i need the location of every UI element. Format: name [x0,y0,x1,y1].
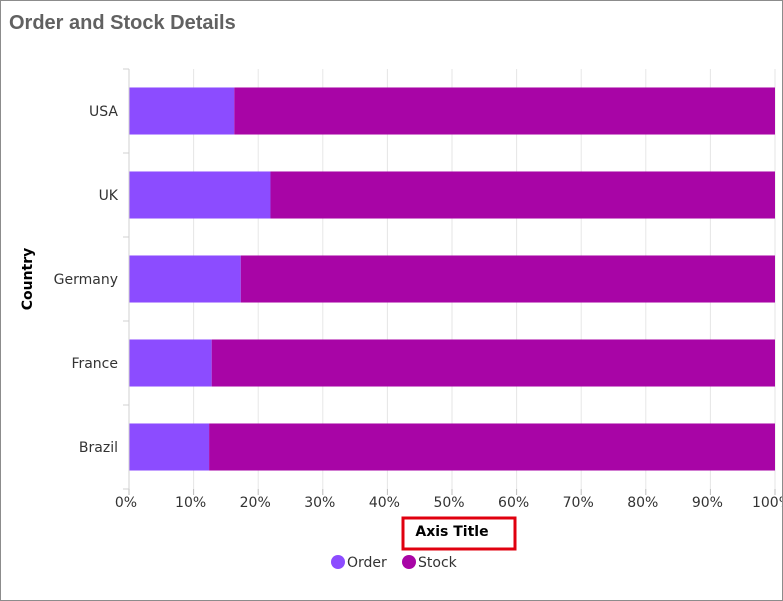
legend-marker-stock[interactable] [402,555,416,569]
bar-stock-germany[interactable] [240,255,775,303]
y-tick-label: France [71,356,118,372]
axes: 0% 10% 20% 30% 40% 50% 60% 70% 80% 90% 100% Brazil F… [54,68,782,511]
legend-label-stock[interactable]: Stock [418,555,458,571]
y-tick-label: Germany [54,272,118,288]
bar-stock-france[interactable] [211,339,776,387]
legend-label-order[interactable]: Order [347,555,387,571]
bar-order-germany[interactable] [129,255,241,303]
bar-order-usa[interactable] [129,87,235,135]
x-tick-label: 80% [627,495,658,511]
x-tick-label: 30% [304,495,335,511]
x-tick-label: 70% [563,495,594,511]
x-tick-label: 100% [752,495,782,511]
x-axis-title-highlight [401,516,517,551]
chart-title: Order and Stock Details [9,12,236,34]
bars [129,87,776,471]
x-tick-label: 10% [175,495,206,511]
bar-order-france[interactable] [129,339,212,387]
bar-stock-uk[interactable] [270,171,775,219]
bar-order-brazil[interactable] [129,423,210,471]
x-axis-title[interactable]: Axis Title [415,524,488,540]
y-tick-label: Brazil [79,440,118,456]
x-tick-label: 90% [692,495,723,511]
bar-stock-brazil[interactable] [209,423,775,471]
x-tick-label: 20% [240,495,271,511]
x-tick-label: 60% [498,495,529,511]
x-tick-label: 40% [369,495,400,511]
x-tick-label: 0% [115,495,137,511]
y-tick-label: UK [99,188,119,204]
bar-stock-usa[interactable] [234,87,776,135]
x-tick-label: 50% [433,495,464,511]
legend-marker-order[interactable] [331,555,345,569]
bar-order-uk[interactable] [129,171,271,219]
y-axis-title: Country [20,248,36,311]
y-tick-label: USA [89,104,118,120]
legend: Order Stock [331,555,458,571]
